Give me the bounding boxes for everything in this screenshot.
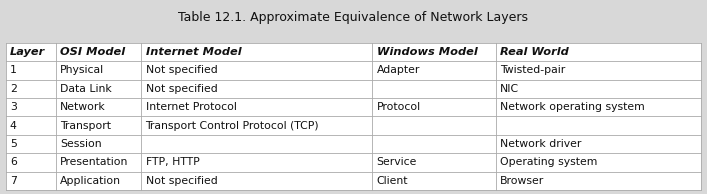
Text: Network operating system: Network operating system (501, 102, 645, 112)
Text: Network driver: Network driver (501, 139, 582, 149)
Text: FTP, HTTP: FTP, HTTP (146, 158, 199, 167)
Text: 2: 2 (10, 84, 17, 94)
Text: Layer: Layer (10, 47, 45, 57)
Text: Not specified: Not specified (146, 65, 217, 75)
Text: NIC: NIC (501, 84, 520, 94)
Bar (6, 43, 701, 190)
Text: Browser: Browser (501, 176, 544, 186)
Text: 5: 5 (10, 139, 17, 149)
Text: 7: 7 (10, 176, 17, 186)
Text: Physical: Physical (60, 65, 104, 75)
Text: Windows Model: Windows Model (377, 47, 477, 57)
Text: Adapter: Adapter (377, 65, 420, 75)
Text: Service: Service (377, 158, 417, 167)
Text: OSI Model: OSI Model (60, 47, 125, 57)
Text: Operating system: Operating system (501, 158, 597, 167)
Text: Internet Model: Internet Model (146, 47, 241, 57)
Text: 4: 4 (10, 121, 17, 131)
Text: Real World: Real World (501, 47, 569, 57)
Text: Twisted-pair: Twisted-pair (501, 65, 566, 75)
Text: Transport: Transport (60, 121, 111, 131)
Text: Not specified: Not specified (146, 176, 217, 186)
Text: Network: Network (60, 102, 106, 112)
Text: 1: 1 (10, 65, 17, 75)
Text: Transport Control Protocol (TCP): Transport Control Protocol (TCP) (146, 121, 319, 131)
Text: Session: Session (60, 139, 102, 149)
Text: Not specified: Not specified (146, 84, 217, 94)
Text: 3: 3 (10, 102, 17, 112)
Text: 6: 6 (10, 158, 17, 167)
Text: Table 12.1. Approximate Equivalence of Network Layers: Table 12.1. Approximate Equivalence of N… (178, 11, 529, 24)
Text: Presentation: Presentation (60, 158, 129, 167)
Text: Data Link: Data Link (60, 84, 112, 94)
Text: Internet Protocol: Internet Protocol (146, 102, 236, 112)
Text: Protocol: Protocol (377, 102, 421, 112)
Text: Client: Client (377, 176, 408, 186)
Text: Application: Application (60, 176, 121, 186)
